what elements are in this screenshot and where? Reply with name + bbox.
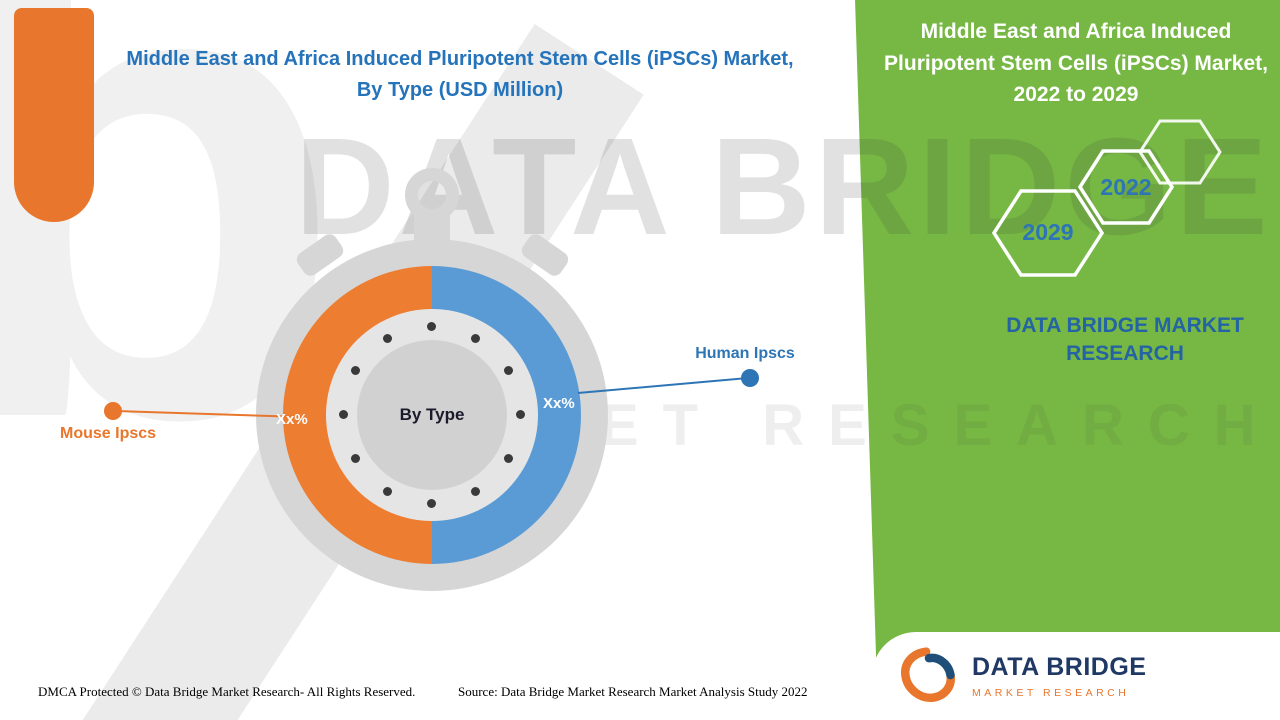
clock-dot bbox=[351, 366, 360, 375]
clock-dot bbox=[504, 366, 513, 375]
chart-title-line2: By Type (USD Million) bbox=[356, 79, 564, 101]
clock-dot bbox=[351, 454, 360, 463]
clock-dot bbox=[516, 410, 525, 419]
footer-source: Source: Data Bridge Market Research Mark… bbox=[458, 684, 808, 699]
clock-dot bbox=[471, 334, 480, 343]
clock-dot bbox=[471, 487, 480, 496]
clock-dot bbox=[383, 334, 392, 343]
donut-center: By Type bbox=[357, 340, 507, 490]
brand-name: DATA BRIDGE MARKET RESEARCH bbox=[1006, 314, 1244, 366]
clock-dot bbox=[427, 499, 436, 508]
slice-label-human: Human Ipscs bbox=[695, 345, 795, 362]
clock-dot bbox=[383, 487, 392, 496]
slice-value-mouse: Xx% bbox=[276, 411, 308, 428]
chart-title: Middle East and Africa Induced Pluripote… bbox=[70, 44, 850, 106]
footer-dmca: DMCA Protected © Data Bridge Market Rese… bbox=[38, 684, 416, 699]
stopwatch-crown-ring bbox=[405, 168, 459, 222]
callout-dot-human bbox=[741, 369, 759, 387]
databridge-logo-icon bbox=[901, 647, 955, 702]
logo-name: DATA BRIDGE bbox=[972, 653, 1147, 681]
logo-text: DATA BRIDGE MARKET RESEARCH bbox=[972, 653, 1146, 699]
slice-label-mouse: Mouse Ipscs bbox=[60, 425, 157, 442]
side-panel-title: Middle East and Africa Induced Pluripote… bbox=[884, 20, 1268, 106]
logo-subtitle: MARKET RESEARCH bbox=[972, 687, 1130, 699]
donut-center-label: By Type bbox=[399, 405, 465, 424]
slice-value-human: Xx% bbox=[543, 395, 575, 412]
clock-dot bbox=[504, 454, 513, 463]
clock-dot bbox=[427, 322, 436, 331]
chart-title-line1: Middle East and Africa Induced Pluripote… bbox=[126, 48, 794, 70]
logo-watermark-orange-shape bbox=[14, 8, 94, 222]
clock-dot bbox=[339, 410, 348, 419]
year-forecast: 2029 bbox=[1022, 219, 1074, 245]
year-base: 2022 bbox=[1100, 174, 1152, 200]
logo-box: DATA BRIDGE MARKET RESEARCH bbox=[872, 632, 1280, 720]
